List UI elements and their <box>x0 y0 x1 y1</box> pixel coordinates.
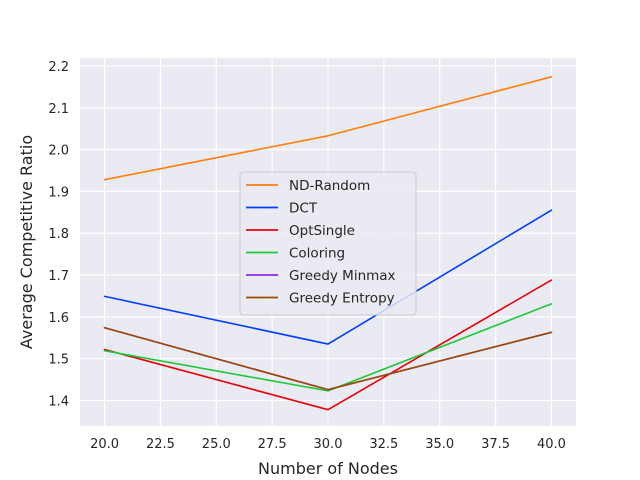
x-tick-label: 32.5 <box>369 437 398 452</box>
series-line-optsingle <box>103 279 553 411</box>
x-tick-label: 20.0 <box>90 437 119 452</box>
x-tick-label: 40.0 <box>537 437 566 452</box>
y-tick-label: 1.4 <box>48 394 69 409</box>
legend-label: OptSingle <box>289 223 355 239</box>
series-lines <box>103 76 553 411</box>
y-axis-label: Average Competitive Ratio <box>17 135 36 349</box>
y-tick-label: 2.2 <box>48 60 69 75</box>
x-tick-label: 30.0 <box>314 437 343 452</box>
x-tick-label: 22.5 <box>146 437 175 452</box>
x-tick-label: 37.5 <box>481 437 510 452</box>
series-line-nd-random <box>103 76 553 181</box>
series-line-greedy-entropy <box>103 326 553 391</box>
legend-label: DCT <box>289 201 318 217</box>
x-tick-label: 27.5 <box>258 437 287 452</box>
series-line-coloring <box>103 303 553 392</box>
y-tick-label: 1.6 <box>48 311 69 326</box>
y-tick-label: 2.0 <box>48 144 69 159</box>
y-tick-label: 2.1 <box>48 102 69 117</box>
x-tick-label: 35.0 <box>425 437 454 452</box>
series-line-dct <box>103 209 553 345</box>
y-tick-label: 1.8 <box>48 227 69 242</box>
legend-label: Greedy Minmax <box>289 268 396 284</box>
x-axis-label: Number of Nodes <box>258 459 398 478</box>
x-tick-label: 25.0 <box>202 437 231 452</box>
x-axis-ticks: 20.0 22.5 25.0 27.5 30.0 32.5 35.0 37.5 40.0 <box>90 437 566 452</box>
legend-box <box>239 171 417 316</box>
y-tick-label: 1.9 <box>48 185 69 200</box>
legend-label: ND-Random <box>289 178 370 194</box>
legend: ND-Random DCT OptSingle Coloring Greedy Minm… <box>239 171 417 316</box>
y-tick-label: 1.7 <box>48 269 69 284</box>
y-tick-label: 1.5 <box>48 353 69 368</box>
legend-label: Greedy Entropy <box>289 291 395 307</box>
y-axis-ticks: 1.4 1.5 1.6 1.7 1.8 1.9 2.0 2.1 2.2 <box>48 60 69 410</box>
legend-label: Coloring <box>289 246 345 262</box>
